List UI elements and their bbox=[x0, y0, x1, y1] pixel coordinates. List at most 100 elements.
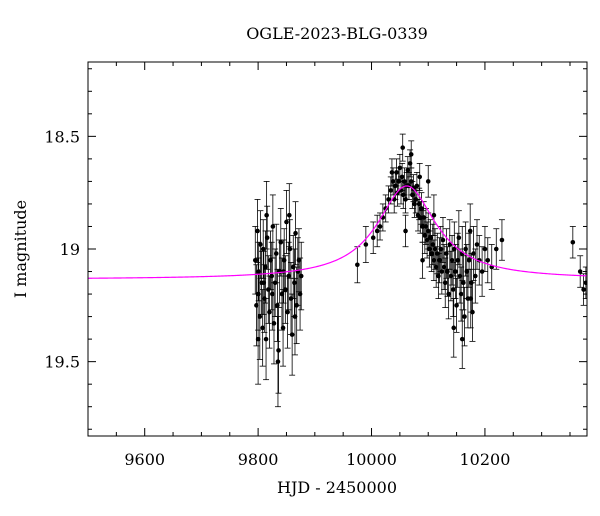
data-point bbox=[444, 251, 449, 256]
data-point bbox=[400, 145, 406, 150]
data-point bbox=[390, 179, 396, 184]
data-point bbox=[412, 201, 417, 207]
plot-area bbox=[88, 133, 587, 408]
data-point bbox=[459, 336, 465, 342]
data-point bbox=[258, 242, 263, 247]
data-point bbox=[261, 280, 267, 286]
data-point bbox=[298, 273, 304, 279]
data-point bbox=[287, 246, 293, 252]
data-point bbox=[417, 174, 423, 180]
data-point bbox=[414, 183, 420, 189]
data-point bbox=[273, 251, 279, 256]
data-point bbox=[411, 185, 416, 191]
data-point bbox=[370, 235, 376, 241]
data-point bbox=[402, 179, 407, 184]
data-point bbox=[297, 291, 303, 297]
data-point bbox=[462, 314, 467, 319]
data-point bbox=[260, 325, 265, 331]
data-point bbox=[463, 246, 468, 252]
data-point bbox=[255, 228, 260, 234]
data-point bbox=[425, 179, 431, 184]
data-point bbox=[471, 251, 476, 256]
data-point bbox=[256, 269, 261, 274]
data-point bbox=[420, 257, 425, 263]
data-point bbox=[275, 359, 281, 364]
data-point bbox=[269, 291, 275, 297]
data-point bbox=[263, 336, 269, 342]
data-point bbox=[374, 228, 380, 234]
data-point bbox=[419, 206, 424, 211]
x-axis: 9600 9800 10000 10200 bbox=[87, 62, 571, 469]
data-point bbox=[423, 224, 429, 229]
data-point bbox=[428, 235, 433, 241]
data-point bbox=[399, 174, 405, 180]
data-point bbox=[439, 269, 445, 274]
data-point bbox=[403, 228, 408, 234]
data-point bbox=[386, 197, 391, 202]
data-point bbox=[446, 291, 451, 297]
data-point bbox=[445, 269, 450, 274]
data-point bbox=[437, 257, 442, 263]
data-point bbox=[394, 170, 399, 175]
data-point bbox=[431, 212, 437, 218]
data-point bbox=[407, 161, 413, 166]
data-point bbox=[464, 269, 470, 274]
data-point bbox=[431, 257, 437, 263]
data-point bbox=[433, 264, 439, 270]
data-point bbox=[410, 192, 415, 198]
x-axis-label: HJD - 2450000 bbox=[277, 478, 397, 497]
data-point bbox=[461, 280, 466, 286]
data-point bbox=[271, 321, 277, 326]
x-tick-label: 10200 bbox=[459, 450, 510, 469]
y-tick-label: 19.5 bbox=[44, 353, 80, 372]
data-point bbox=[470, 309, 475, 315]
data-point bbox=[355, 262, 360, 268]
data-point bbox=[422, 233, 428, 238]
chart-title: OGLE-2023-BLG-0339 bbox=[246, 24, 428, 43]
data-point bbox=[264, 235, 270, 241]
data-point bbox=[581, 287, 586, 292]
data-point bbox=[456, 235, 462, 241]
x-tick-label: 9800 bbox=[238, 450, 279, 469]
data-point bbox=[583, 280, 587, 286]
data-point bbox=[447, 242, 453, 247]
data-point bbox=[287, 212, 292, 218]
data-point bbox=[429, 251, 434, 256]
data-point bbox=[252, 257, 258, 263]
y-axis-label: I magnitude bbox=[11, 200, 30, 298]
data-point bbox=[292, 280, 297, 286]
data-point bbox=[453, 269, 458, 274]
x-tick-label: 9600 bbox=[124, 450, 165, 469]
data-point bbox=[468, 296, 474, 301]
data-point bbox=[286, 273, 292, 279]
data-point bbox=[255, 336, 261, 342]
data-point bbox=[482, 246, 488, 252]
data-point bbox=[285, 309, 290, 315]
data-point bbox=[281, 257, 287, 263]
model-curve bbox=[88, 185, 587, 279]
data-point bbox=[427, 246, 432, 252]
data-point bbox=[440, 237, 446, 243]
data-point bbox=[485, 257, 491, 263]
data-point bbox=[458, 291, 464, 297]
y-tick-label: 19 bbox=[60, 240, 80, 259]
data-point bbox=[257, 314, 263, 319]
data-point bbox=[263, 264, 268, 270]
data-point bbox=[430, 242, 436, 247]
data-point bbox=[474, 242, 480, 247]
data-point bbox=[280, 325, 286, 331]
data-point bbox=[466, 257, 472, 263]
data-point bbox=[270, 224, 276, 229]
data-point bbox=[388, 188, 394, 193]
data-point bbox=[293, 230, 298, 236]
data-point bbox=[499, 237, 505, 243]
data-point bbox=[442, 280, 448, 286]
data-point bbox=[264, 212, 269, 218]
data-point bbox=[377, 224, 383, 229]
data-point bbox=[449, 257, 455, 263]
data-point bbox=[457, 273, 463, 279]
x-tick-label: 10000 bbox=[346, 450, 397, 469]
data-point bbox=[278, 239, 284, 245]
data-point bbox=[441, 264, 447, 270]
